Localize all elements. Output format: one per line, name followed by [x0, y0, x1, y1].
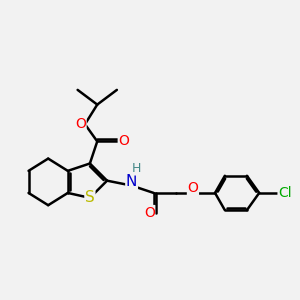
Text: Cl: Cl: [278, 186, 292, 200]
Text: O: O: [144, 206, 155, 220]
Text: O: O: [188, 181, 198, 195]
Text: S: S: [85, 190, 95, 205]
Text: N: N: [126, 174, 137, 189]
Text: O: O: [75, 117, 86, 131]
Text: O: O: [118, 134, 129, 148]
Text: H: H: [132, 162, 141, 175]
